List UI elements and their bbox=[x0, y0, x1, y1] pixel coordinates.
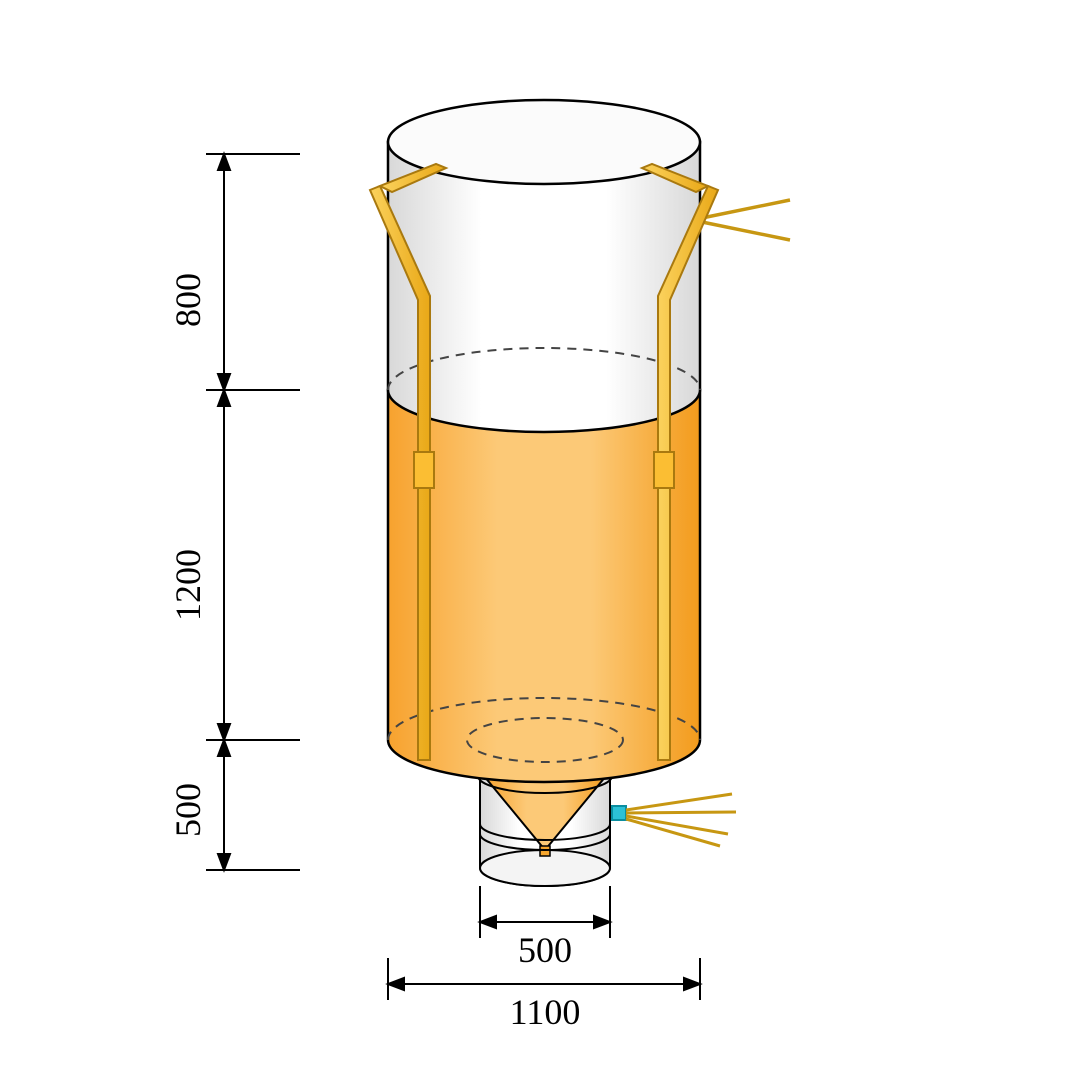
spout-tie-cords bbox=[612, 794, 736, 846]
dim-label-body-w: 1100 bbox=[510, 992, 581, 1032]
upper-section bbox=[388, 100, 700, 432]
vertical-dimensions bbox=[206, 154, 300, 870]
dim-label-spout-h: 500 bbox=[168, 783, 208, 837]
main-body bbox=[388, 390, 700, 782]
dim-label-body: 1200 bbox=[168, 549, 208, 621]
dim-label-spout-w: 500 bbox=[518, 930, 572, 970]
top-tie-cords bbox=[702, 200, 790, 240]
dim-label-top: 800 bbox=[168, 273, 208, 327]
